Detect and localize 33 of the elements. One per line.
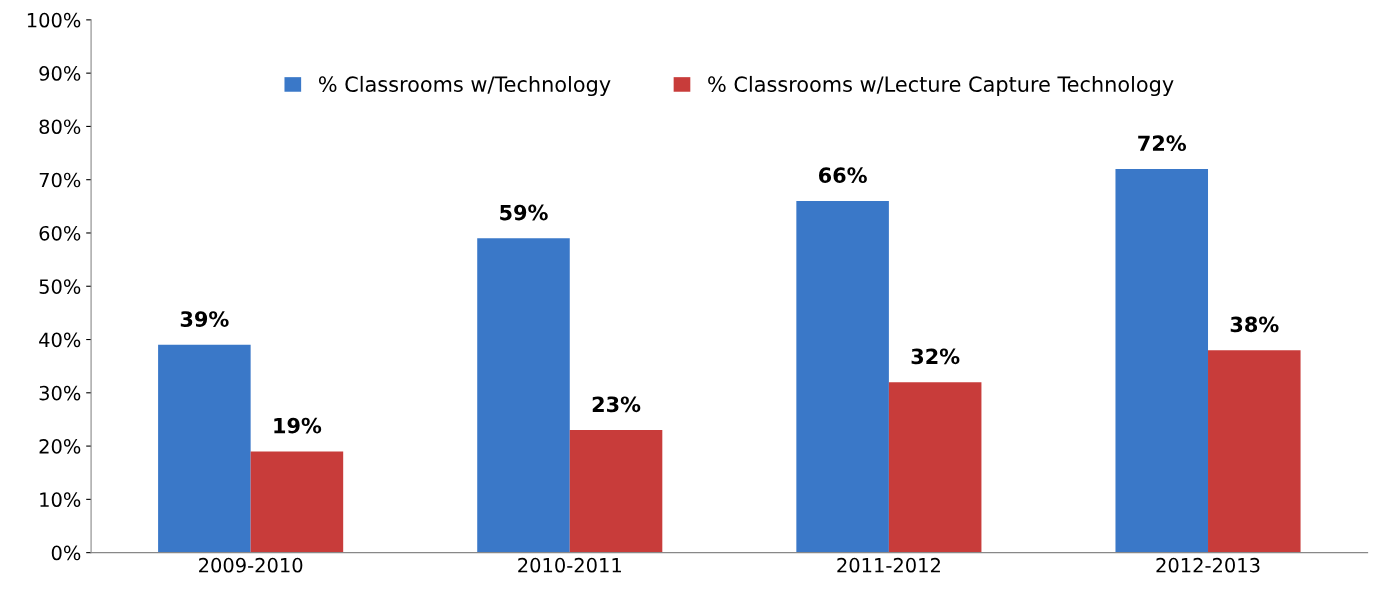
y-tick-label: 100% (27, 12, 81, 28)
legend-label: % Classrooms w/Lecture Capture Technology (708, 75, 1174, 97)
data-label: 39% (180, 311, 229, 327)
bar (1115, 169, 1209, 553)
data-label: 32% (911, 348, 960, 365)
y-tick-label: 80% (39, 119, 81, 135)
x-tick-label: 2012-2013 (1156, 557, 1260, 573)
y-tick-label: 20% (39, 439, 81, 454)
bar (569, 430, 663, 553)
bar (477, 238, 570, 553)
y-tick-label: 60% (39, 225, 81, 241)
y-tick-label: 10% (40, 492, 81, 508)
bar (888, 382, 982, 553)
x-tick-label: 2010-2011 (518, 557, 621, 573)
data-label: 38% (1230, 316, 1279, 333)
data-label: 59% (500, 204, 548, 221)
bar (1208, 350, 1301, 553)
y-tick-label: 50% (39, 279, 81, 294)
bar (796, 201, 889, 553)
bar (250, 451, 344, 553)
y-tick-label: 70% (39, 172, 81, 188)
x-tick-label: 2009-2010 (199, 557, 303, 573)
data-label: 23% (592, 396, 641, 413)
y-tick-label: 0% (51, 545, 81, 561)
y-tick-label: 90% (39, 66, 81, 81)
y-tick-label: 30% (39, 385, 81, 401)
bar (158, 344, 251, 553)
data-label: 66% (818, 167, 867, 184)
legend-label: % Classrooms w/Technology (318, 75, 611, 97)
x-tick-label: 2011-2012 (837, 557, 940, 573)
data-label: 19% (274, 417, 322, 434)
data-label: 72% (1138, 135, 1187, 152)
y-tick-label: 40% (39, 332, 81, 348)
